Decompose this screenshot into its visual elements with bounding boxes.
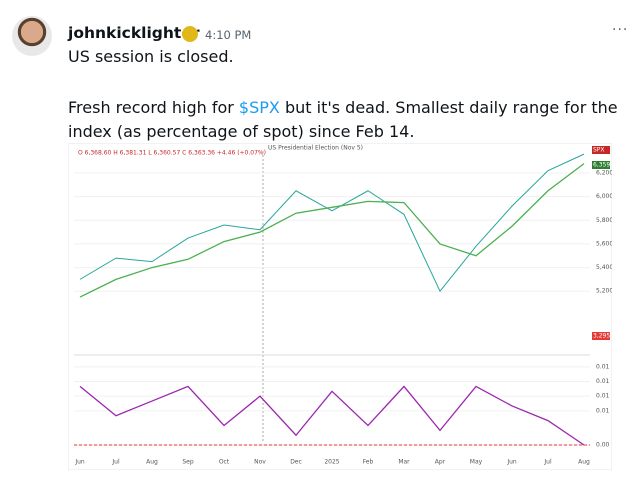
avatar[interactable]	[12, 16, 52, 56]
y-tick-label: 5,400.00	[596, 264, 612, 271]
x-tick-label: Jul	[111, 459, 120, 466]
x-tick-label: Feb	[363, 459, 374, 466]
x-tick-label: May	[470, 459, 483, 466]
y-tick-label: 5,600.00	[596, 240, 612, 247]
price-label: 6,359.52	[593, 162, 612, 169]
x-tick-label: Aug	[146, 459, 158, 466]
text: Fresh record high for	[68, 98, 239, 117]
verified-badge	[182, 26, 198, 42]
price-label-bg	[592, 161, 610, 169]
post-text: Fresh record high for $SPX but it's dead…	[68, 96, 633, 144]
x-tick-label: Mar	[398, 459, 410, 466]
x-tick-label: Nov	[254, 459, 266, 466]
x-tick-label: Jul	[543, 459, 552, 466]
y-tick-label: 6,000.00	[596, 193, 612, 200]
chart-image[interactable]: O 6,368.60 H 6,381.31 L 6,360.57 C 6,363…	[68, 143, 612, 470]
series-line	[79, 153, 585, 293]
annotation: US Presidential Election (Nov 5)	[268, 145, 363, 152]
x-tick-label: Jun	[506, 459, 517, 466]
chart-frame	[68, 143, 612, 470]
y-tick-label: 0.00	[596, 442, 610, 449]
price-label-bg	[592, 332, 610, 340]
y-tick-label: 6,200.00	[596, 170, 612, 177]
author[interactable]: johnkicklighter	[68, 24, 200, 42]
price-label-bg	[592, 146, 610, 154]
x-tick-label: Sep	[182, 459, 194, 466]
x-tick-label: Oct	[219, 459, 230, 466]
x-tick-label: Apr	[435, 459, 446, 466]
y-tick-label: 0.01	[596, 393, 610, 400]
text: but it's dead. Smallest daily range for …	[68, 98, 618, 141]
y-tick-label: 5,800.00	[596, 217, 612, 224]
ohlc-header: O 6,368.60 H 6,381.31 L 6,360.57 C 6,363…	[78, 150, 266, 157]
x-tick-label: Jun	[74, 459, 85, 466]
y-tick-label: 0.01	[596, 378, 610, 385]
y-tick-label: 0.01	[596, 407, 610, 414]
series-line	[79, 163, 585, 298]
y-tick-label: 0.01	[596, 363, 610, 370]
series-line	[79, 385, 585, 446]
timestamp[interactable]: 4:10 PM	[205, 28, 252, 42]
x-tick-label: Aug	[578, 459, 590, 466]
price-label: SPX	[593, 147, 605, 154]
more-menu[interactable]: ···	[612, 22, 629, 38]
price-label: 3,295	[593, 333, 610, 340]
x-tick-label: Dec	[290, 459, 302, 466]
y-tick-label: 5,200.00	[596, 288, 612, 295]
post-text: US session is closed.	[68, 47, 234, 66]
cashtag[interactable]: $SPX	[238, 98, 280, 117]
x-tick-label: 2025	[324, 459, 339, 466]
